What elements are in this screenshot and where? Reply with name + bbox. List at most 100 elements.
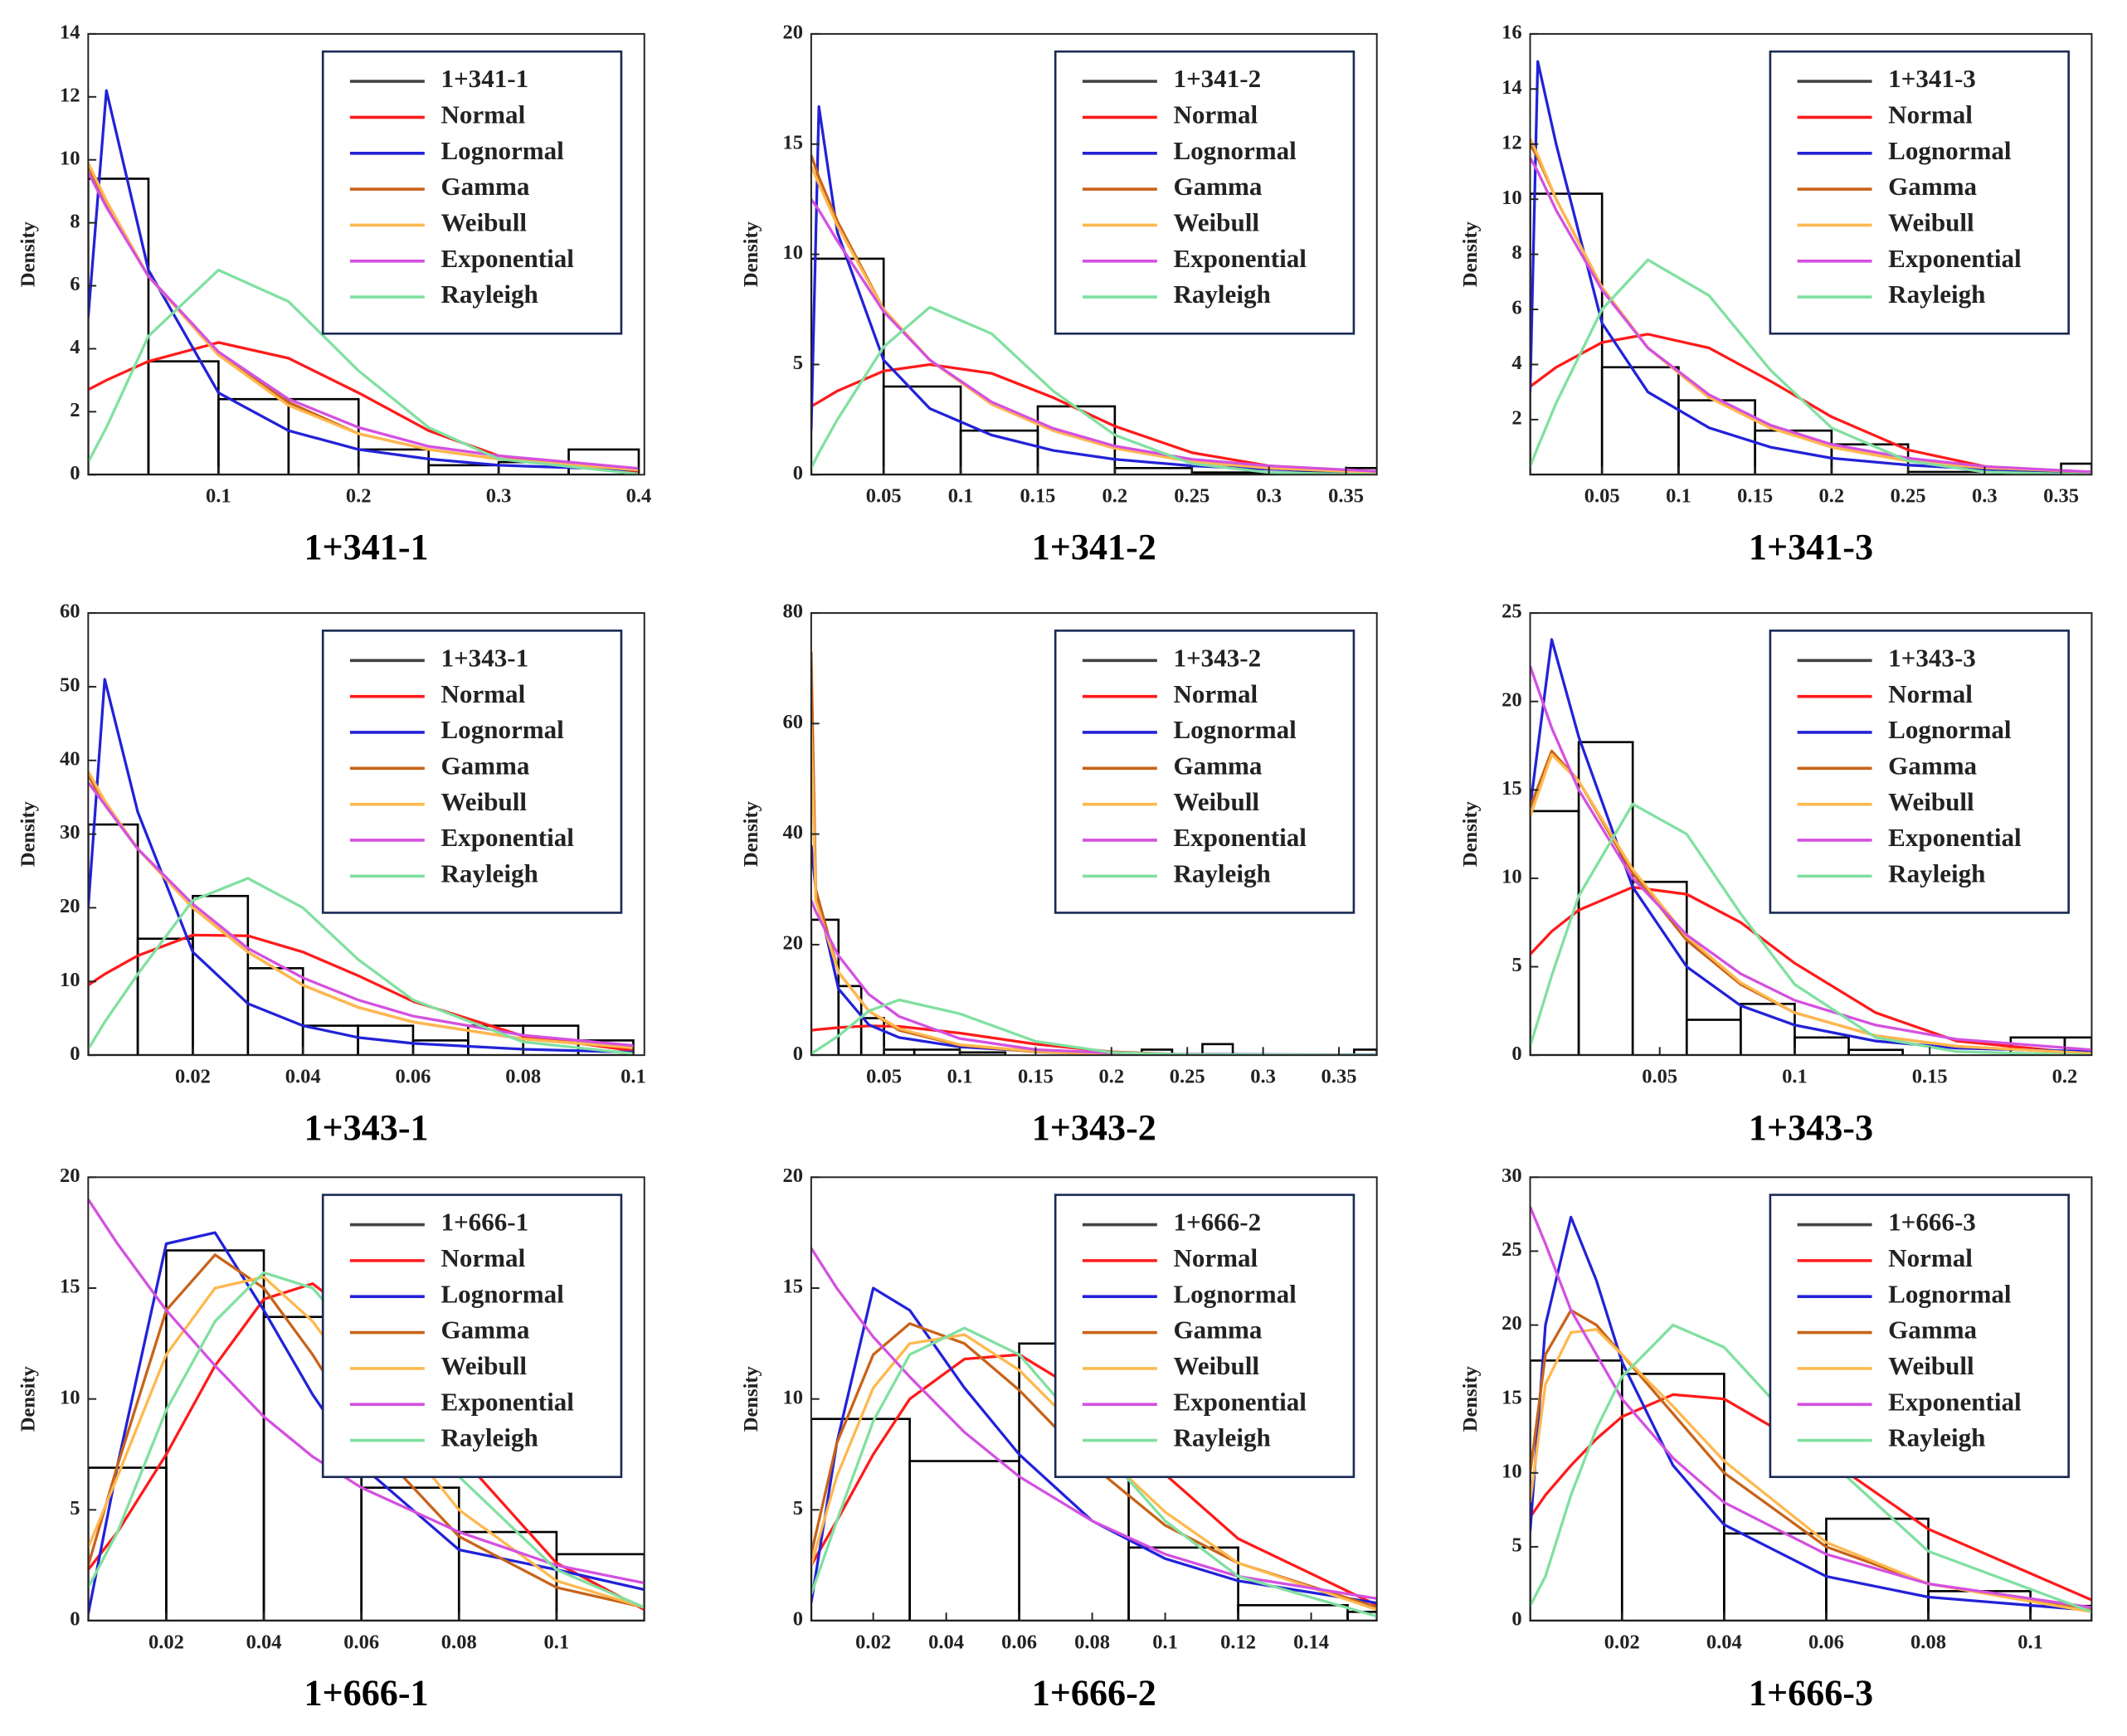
legend-label: Lognormal — [1888, 1279, 2012, 1308]
panel: 0.02 0.04 0.06 0.08 0.1 0.12 0.14 0 5 10 15 20 Densi… — [740, 1165, 1378, 1714]
legend-box — [1054, 630, 1356, 914]
histogram-bar — [2063, 1036, 2092, 1056]
legend-label: Weibull — [1173, 208, 1259, 237]
density-curve — [810, 998, 1377, 1056]
x-tick-label: 0.04 — [246, 1631, 282, 1653]
x-tick-label: 0.15 — [1912, 1066, 1948, 1088]
density-curve — [1530, 333, 2092, 475]
histogram-bar — [301, 1024, 359, 1056]
legend-box — [321, 1194, 623, 1478]
x-tick-label: 0.3 — [486, 485, 512, 508]
legend-label: 1+341-1 — [440, 64, 528, 93]
panel: 0.02 0.04 0.06 0.08 0.1 0 5 10 15 20 25 30 Density 1+… — [1459, 1165, 2093, 1714]
x-tick-label: 0.05 — [1584, 485, 1620, 508]
y-tick-label: 8 — [70, 210, 80, 232]
y-tick-label: 60 — [60, 601, 80, 623]
y-tick-label: 8 — [1511, 241, 1521, 264]
legend-label: Exponential — [1888, 244, 2022, 273]
legend-label: Gamma — [1888, 751, 1977, 780]
density-curve — [1530, 1328, 2092, 1613]
legend-label: Rayleigh — [1888, 280, 1985, 309]
legend-label: Lognormal — [440, 136, 564, 165]
legend-label: Rayleigh — [440, 280, 538, 309]
x-tick-label: 0.3 — [1250, 1066, 1276, 1088]
legend-label: Rayleigh — [440, 1423, 538, 1452]
legend-label: Gamma — [1173, 1315, 1262, 1345]
y-tick-label: 20 — [60, 1165, 80, 1187]
density-curve — [810, 305, 1377, 475]
y-axis-label: Density — [740, 1365, 762, 1432]
density-curve — [88, 1199, 645, 1585]
density-curve — [810, 362, 1377, 475]
legend-label: Exponential — [1173, 244, 1307, 273]
x-tick-label: 0.02 — [855, 1631, 891, 1653]
x-tick-label: 0.1 — [1782, 1066, 1808, 1088]
x-tick-label: 0.15 — [1020, 485, 1056, 508]
legend-label: Exponential — [1173, 823, 1307, 852]
x-tick-label: 0.1 — [544, 1631, 570, 1653]
legend-label: Exponential — [440, 1387, 574, 1416]
x-tick-label: 0.1 — [206, 485, 231, 508]
x-tick-label: 0.2 — [346, 485, 372, 508]
density-curve — [88, 781, 634, 1048]
density-curve — [1530, 1215, 2092, 1612]
histogram-bar — [192, 894, 250, 1056]
x-tick-label: 0.1 — [948, 485, 974, 508]
legend-box — [1769, 1194, 2070, 1478]
legend-label: Exponential — [440, 823, 574, 852]
x-tick-label: 0.1 — [947, 1066, 973, 1088]
legend-label: Gamma — [1888, 172, 1977, 201]
x-tick-label: 0.02 — [148, 1631, 184, 1653]
legend-label: 1+341-2 — [1173, 64, 1261, 93]
y-tick-label: 2 — [70, 399, 80, 421]
histogram-bar — [1113, 467, 1194, 475]
y-tick-label: 6 — [1511, 297, 1521, 319]
y-tick-label: 20 — [60, 895, 80, 917]
legend-label: Exponential — [440, 244, 574, 273]
density-curve — [810, 1322, 1377, 1609]
y-tick-label: 30 — [1502, 1165, 1522, 1187]
x-tick-label: 0.04 — [928, 1631, 964, 1653]
legend-box — [321, 630, 623, 914]
legend-box — [1054, 50, 1356, 335]
legend-label: Lognormal — [440, 715, 564, 744]
x-tick-label: 0.08 — [441, 1631, 477, 1653]
x-tick-label: 0.25 — [1174, 485, 1210, 508]
y-tick-label: 5 — [70, 1497, 80, 1520]
y-tick-label: 20 — [1502, 688, 1522, 711]
legend-label: Rayleigh — [1173, 1423, 1270, 1452]
x-tick-label: 0.35 — [2043, 485, 2079, 508]
y-tick-label: 80 — [783, 601, 804, 623]
legend-label: Exponential — [1888, 1387, 2022, 1416]
density-curve — [88, 678, 634, 1054]
y-tick-label: 20 — [1502, 1312, 1522, 1335]
density-curve — [1530, 1309, 2092, 1612]
x-tick-label: 0.14 — [1293, 1631, 1329, 1653]
legend-box — [1769, 630, 2070, 914]
legend-label: Lognormal — [1888, 715, 2012, 744]
x-tick-label: 0.25 — [1170, 1066, 1205, 1088]
y-tick-label: 6 — [70, 273, 80, 295]
legend-label: Weibull — [1173, 787, 1259, 816]
histogram-bar — [1530, 192, 1604, 475]
legend-label: Rayleigh — [1173, 858, 1270, 887]
panel-caption: 1+666-3 — [1749, 1673, 1873, 1714]
y-axis-label: Density — [17, 221, 40, 287]
density-curve — [810, 899, 1377, 1056]
y-tick-label: 0 — [793, 1608, 803, 1631]
x-tick-label: 0.2 — [1098, 1066, 1124, 1088]
density-curve — [88, 89, 640, 472]
density-curve — [88, 172, 640, 470]
legend-label: Gamma — [440, 1315, 529, 1345]
y-tick-label: 0 — [70, 1043, 80, 1065]
x-tick-label: 0.08 — [505, 1066, 541, 1088]
histogram-bar — [883, 1048, 916, 1056]
y-tick-label: 16 — [1502, 22, 1522, 44]
x-tick-label: 0.3 — [1256, 485, 1282, 508]
density-curve — [810, 165, 1377, 474]
legend-label: Rayleigh — [1888, 858, 1985, 887]
legend-label: Lognormal — [1173, 1279, 1297, 1308]
histogram-bar — [88, 823, 139, 1056]
legend-label: Exponential — [1888, 823, 2022, 852]
y-axis-label: Density — [17, 1365, 40, 1432]
